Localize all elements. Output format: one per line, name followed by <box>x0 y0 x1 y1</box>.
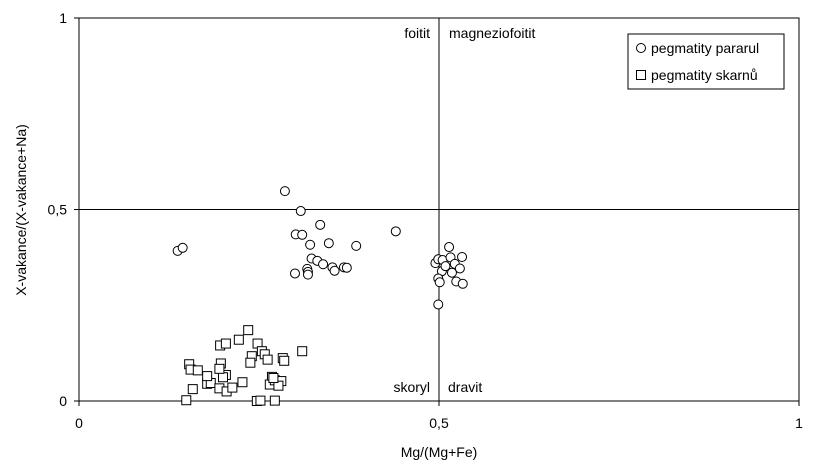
legend-label-pegmatity-pararul: pegmatity pararul <box>651 40 759 56</box>
data-point-circle <box>279 186 290 197</box>
data-point-circle <box>351 240 362 251</box>
data-point-circle <box>446 267 457 278</box>
quadrant-dividers <box>79 18 799 401</box>
y-axis-title: X-vakance/(X-vakance+Na) <box>13 124 29 296</box>
x-tick-label: 0 <box>75 415 83 431</box>
data-point-square <box>268 373 279 384</box>
x-axis-title: Mg/(Mg+Fe) <box>401 444 478 460</box>
legend: pegmatity pararul pegmatity skarnů <box>627 33 785 90</box>
data-point-square <box>181 395 192 406</box>
data-point-square <box>233 334 244 345</box>
data-point-circle <box>434 277 445 288</box>
axis-ticks: 0 0,5 1 0 0,5 1 <box>48 10 804 431</box>
data-point-circle <box>318 259 329 270</box>
data-point-circle <box>444 242 455 253</box>
data-point-square <box>187 384 198 395</box>
data-point-circle <box>315 219 326 230</box>
quadrant-label-skoryl: skoryl <box>393 379 430 395</box>
data-point-square <box>269 395 280 406</box>
quadrant-label-dravit: dravit <box>448 379 482 395</box>
data-point-circle <box>323 238 334 249</box>
data-point-square <box>227 382 238 393</box>
data-point-square <box>297 346 308 357</box>
data-point-circle <box>295 206 306 217</box>
legend-box <box>627 33 785 90</box>
legend-marker-square <box>636 70 646 80</box>
quadrant-label-foitit: foitit <box>404 25 430 41</box>
data-point-square <box>279 355 290 366</box>
data-point-circle <box>433 299 444 310</box>
data-point-square <box>262 354 273 365</box>
data-point-circle <box>302 269 313 280</box>
data-point-square <box>202 371 213 382</box>
data-point-square <box>243 325 254 336</box>
data-point-circle <box>177 242 188 253</box>
legend-label-pegmatity-skarnu: pegmatity skarnů <box>651 67 758 83</box>
data-point-square <box>220 338 231 349</box>
data-point-circle <box>457 278 468 289</box>
data-point-square <box>273 380 284 391</box>
data-point-circle <box>329 265 340 276</box>
data-point-square <box>214 363 225 374</box>
x-tick-label: 1 <box>795 415 803 431</box>
data-point-circle <box>290 268 300 279</box>
data-point-circle <box>440 261 451 272</box>
data-point-square <box>245 357 256 368</box>
data-point-circle <box>341 262 352 273</box>
data-point-circle <box>457 251 468 262</box>
x-tick-label: 0,5 <box>429 415 449 431</box>
data-point-square <box>192 365 203 376</box>
data-point-square <box>237 377 248 388</box>
quadrant-label-magneziofoitit: magneziofoitit <box>449 25 535 41</box>
data-point-circle <box>390 226 401 237</box>
data-point-circle <box>305 239 316 250</box>
data-point-square <box>218 372 228 383</box>
y-tick-label: 0,5 <box>48 202 68 218</box>
legend-marker-circle <box>636 43 646 53</box>
data-point-circle <box>454 263 465 274</box>
y-tick-label: 0 <box>59 393 67 409</box>
data-point-circle <box>297 229 308 240</box>
y-tick-label: 1 <box>59 10 67 26</box>
data-point-square <box>255 395 266 406</box>
data-points <box>172 186 468 406</box>
